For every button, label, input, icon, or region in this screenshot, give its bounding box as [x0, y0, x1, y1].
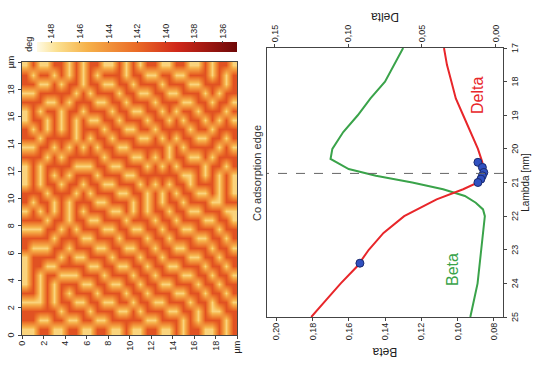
- svg-text:18: 18: [6, 84, 16, 94]
- svg-text:0,14: 0,14: [380, 323, 390, 341]
- svg-text:8: 8: [103, 341, 113, 346]
- svg-text:144: 144: [104, 24, 114, 39]
- svg-text:0,20: 0,20: [271, 323, 281, 341]
- svg-text:0,10: 0,10: [343, 25, 353, 43]
- svg-text:0,10: 0,10: [453, 323, 463, 341]
- svg-text:8: 8: [6, 223, 16, 228]
- svg-text:0,16: 0,16: [344, 323, 354, 341]
- svg-text:0,08: 0,08: [489, 323, 499, 341]
- svg-text:24: 24: [510, 278, 520, 288]
- svg-text:140: 140: [161, 24, 171, 39]
- svg-text:0,15: 0,15: [270, 25, 280, 43]
- svg-text:16: 16: [6, 112, 16, 122]
- svg-text:0,12: 0,12: [416, 323, 426, 341]
- svg-text:23: 23: [510, 245, 520, 255]
- svg-text:10: 10: [125, 341, 135, 351]
- svg-text:Delta: Delta: [371, 10, 399, 24]
- svg-text:4: 4: [6, 278, 16, 283]
- svg-text:6: 6: [82, 341, 92, 346]
- svg-text:Co adsorption edge: Co adsorption edge: [251, 125, 263, 221]
- svg-text:µm: µm: [6, 56, 16, 69]
- svg-text:148: 148: [46, 24, 56, 39]
- svg-text:deg: deg: [24, 37, 34, 52]
- svg-text:Beta: Beta: [372, 345, 397, 359]
- svg-text:16: 16: [189, 341, 199, 351]
- svg-text:2: 2: [39, 341, 49, 346]
- svg-text:6: 6: [6, 251, 16, 256]
- svg-text:22: 22: [510, 211, 520, 221]
- svg-text:10: 10: [6, 193, 16, 203]
- svg-text:14: 14: [6, 139, 16, 149]
- svg-text:12: 12: [146, 341, 156, 351]
- svg-text:12: 12: [6, 166, 16, 176]
- svg-text:µm: µm: [232, 341, 242, 354]
- svg-text:19: 19: [510, 110, 520, 120]
- svg-text:0,00: 0,00: [491, 25, 501, 43]
- svg-text:2: 2: [6, 305, 16, 310]
- svg-text:18: 18: [211, 341, 221, 351]
- svg-text:21: 21: [510, 177, 520, 187]
- svg-text:0: 0: [17, 341, 27, 346]
- svg-text:0,18: 0,18: [308, 323, 318, 341]
- svg-text:4: 4: [60, 341, 70, 346]
- svg-text:136: 136: [218, 24, 228, 39]
- svg-text:Lambda [nm]: Lambda [nm]: [520, 153, 531, 212]
- svg-text:138: 138: [189, 24, 199, 39]
- svg-text:14: 14: [168, 341, 178, 351]
- svg-text:142: 142: [132, 24, 142, 39]
- svg-text:Beta: Beta: [444, 253, 461, 286]
- svg-text:20: 20: [510, 144, 520, 154]
- svg-text:Delta: Delta: [469, 77, 486, 114]
- svg-text:18: 18: [510, 77, 520, 87]
- svg-text:146: 146: [75, 24, 85, 39]
- svg-text:0: 0: [6, 332, 16, 337]
- svg-text:25: 25: [510, 312, 520, 322]
- svg-text:17: 17: [510, 43, 520, 53]
- svg-text:0,05: 0,05: [417, 25, 427, 43]
